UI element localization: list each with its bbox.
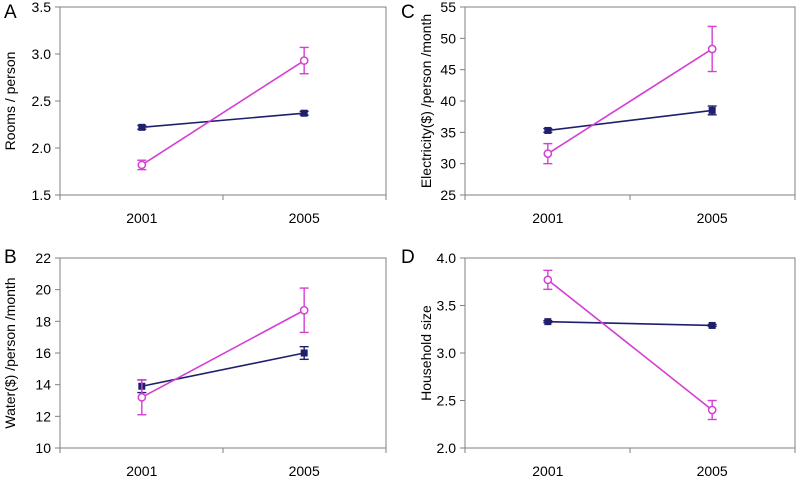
panel-a-ylabel: Rooms / person	[2, 52, 18, 151]
panel-c-ytick-label: 50	[440, 30, 456, 46]
panel-b-ytick-label: 14	[35, 377, 51, 393]
panel-c-series-a-point	[708, 106, 716, 114]
panel-c-xtick-label: 2001	[532, 210, 563, 226]
panel-a-ytick-label: 2.0	[32, 140, 52, 156]
panel-c-xtick-label: 2005	[697, 210, 728, 226]
panel-d-series-a-point	[708, 321, 716, 329]
panel-b-series-b-point	[299, 305, 309, 315]
panel-a-ytick-label: 3.5	[32, 0, 52, 15]
panel-c-series-a-point	[544, 126, 552, 134]
panel-d-letter: D	[401, 247, 415, 268]
panel-a-series-b-point	[137, 160, 147, 170]
panel-c-series-a-line	[547, 109, 713, 132]
panel-a-plot-frame	[59, 6, 387, 196]
panel-a-series-a-point	[138, 123, 146, 131]
panel-b-ytick-label: 12	[35, 408, 51, 424]
panel-d-series-b-point	[543, 275, 553, 285]
panel-a-ytick-label: 3.0	[32, 46, 52, 62]
panel-b-xtick-label: 2005	[289, 463, 320, 478]
panel-b-ytick-label: 20	[35, 282, 51, 298]
panel-d-xtick-label: 2001	[532, 463, 563, 478]
panel-c-ytick-label: 40	[440, 93, 456, 109]
panel-c-ytick-label: 35	[440, 124, 456, 140]
panel-b-series-a-point	[300, 349, 308, 357]
panel-b-series-b-line	[141, 309, 305, 399]
panel-b-ytick-label: 10	[35, 440, 51, 456]
panel-d-series-b-line	[547, 279, 713, 411]
panel-b-ylabel: Water($) /person /month	[2, 277, 18, 428]
panel-c-ylabel: Electricity($) /person /month	[418, 14, 434, 188]
panel-d-ytick-label: 2.5	[437, 393, 457, 409]
panel-a-letter: A	[4, 2, 17, 23]
panel-a-ytick-label: 2.5	[32, 93, 52, 109]
panel-c-series-b-point	[543, 149, 553, 158]
panel-a-xtick-label: 2005	[289, 210, 320, 226]
panel-d-ylabel: Household size	[418, 305, 434, 401]
panel-a-series-b-line	[141, 59, 305, 166]
panel-c-ytick-label: 25	[440, 187, 456, 203]
panel-c-ytick-label: 45	[440, 62, 456, 78]
panel-a-series-a-line	[141, 112, 305, 129]
panel-b-letter: B	[4, 247, 17, 268]
panel-d-ytick-label: 3.0	[437, 345, 457, 361]
panel-d-series-b-point	[707, 405, 717, 415]
panel-c-series-b-point	[707, 44, 717, 54]
panel-d-ytick-label: 2.0	[437, 440, 457, 456]
panel-c-letter: C	[401, 2, 415, 23]
panel-d-xtick-label: 2005	[697, 463, 728, 478]
panel-c-series-b-line	[547, 48, 713, 155]
panel-d-ytick-label: 4.0	[437, 250, 457, 266]
panel-b-series-a-line	[141, 352, 305, 388]
panel-a-ytick-label: 1.5	[32, 187, 52, 203]
panel-b-series-b-point	[137, 392, 147, 402]
panel-a-xtick-label: 2001	[126, 210, 157, 226]
panel-d-plot-frame	[464, 257, 796, 449]
panel-d-series-a-point	[544, 318, 552, 326]
panel-c-ytick-label: 55	[440, 0, 456, 15]
panel-a-series-a-point	[300, 109, 308, 117]
panel-d-ytick-label: 3.5	[437, 298, 457, 314]
panel-b-xtick-label: 2001	[126, 463, 157, 478]
panel-b-ytick-label: 22	[35, 250, 51, 266]
panel-b-ytick-label: 16	[35, 345, 51, 361]
panel-b-ytick-label: 18	[35, 313, 51, 329]
panel-d-series-a-line	[547, 320, 713, 327]
panel-a-series-b-point	[299, 56, 309, 65]
panel-c-ytick-label: 30	[440, 156, 456, 172]
